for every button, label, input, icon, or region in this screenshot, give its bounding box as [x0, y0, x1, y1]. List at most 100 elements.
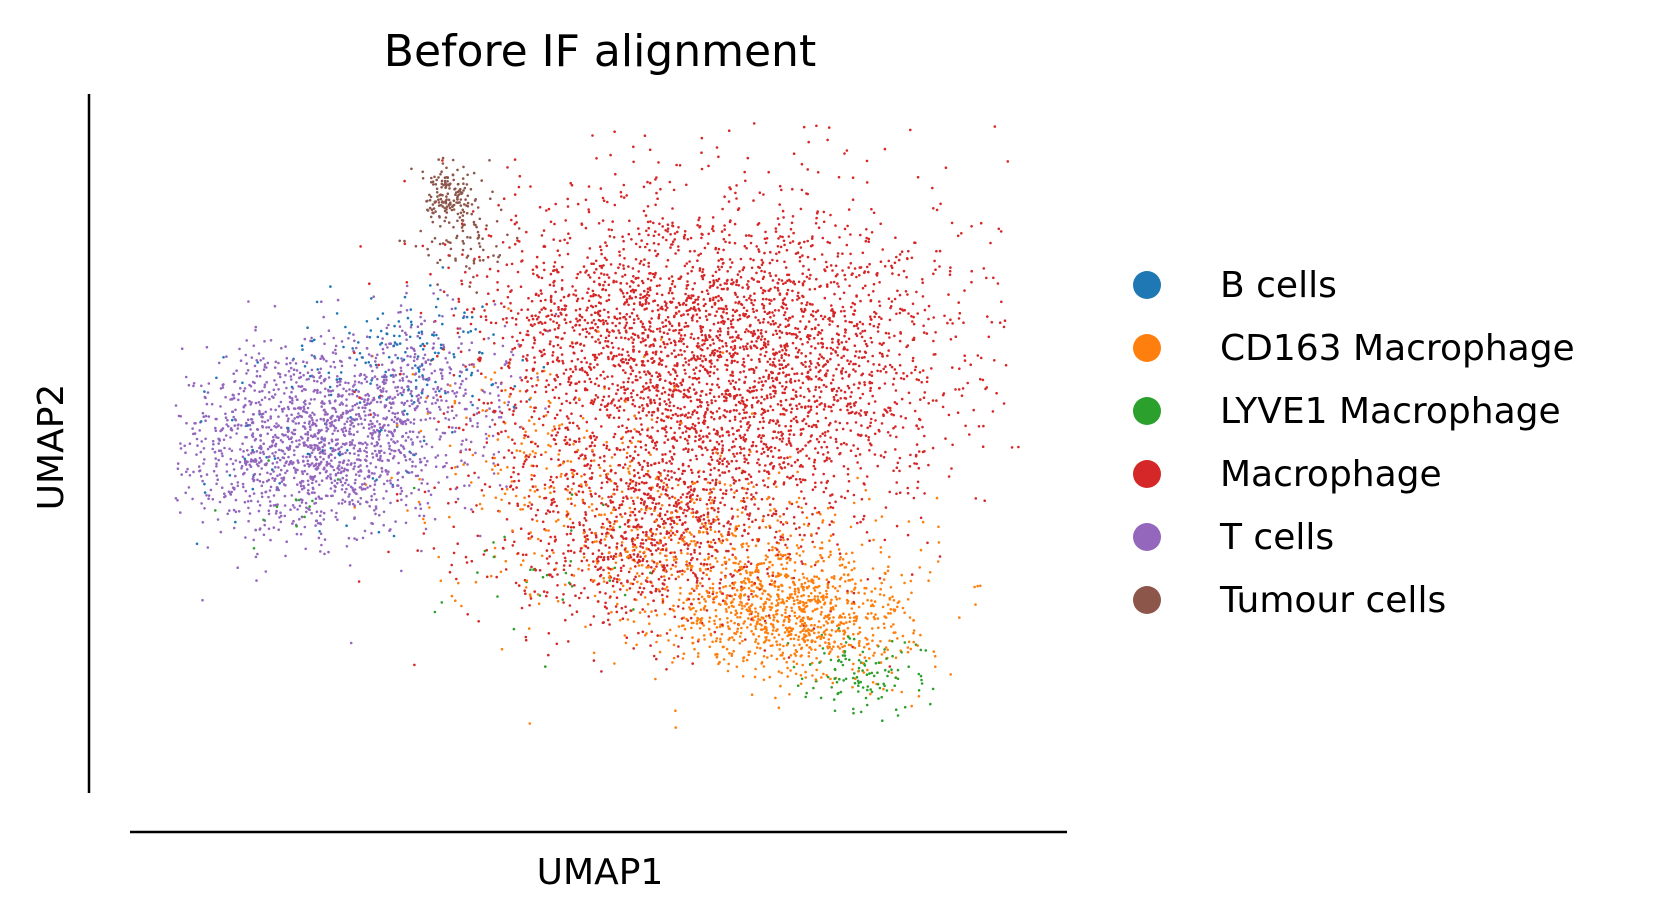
data-point — [625, 298, 629, 302]
data-point — [704, 521, 707, 525]
data-point — [456, 331, 460, 335]
data-point — [294, 395, 298, 398]
data-point — [511, 335, 514, 339]
data-point — [720, 320, 723, 324]
data-point — [962, 321, 965, 325]
data-point — [667, 639, 670, 642]
data-point — [444, 453, 448, 457]
data-point — [771, 455, 775, 459]
data-point — [572, 526, 576, 529]
data-point — [815, 668, 818, 672]
data-point — [773, 636, 776, 639]
data-point — [707, 232, 710, 236]
data-point — [876, 330, 880, 333]
data-point — [638, 262, 642, 265]
data-point — [707, 498, 711, 502]
data-point — [803, 327, 807, 331]
data-point — [839, 408, 842, 412]
data-point — [385, 332, 389, 336]
data-point — [693, 647, 696, 651]
data-point — [629, 514, 632, 517]
data-point — [732, 638, 736, 642]
data-point — [741, 534, 744, 538]
data-point — [345, 474, 348, 477]
data-point — [825, 456, 829, 460]
data-point — [566, 241, 569, 245]
data-point — [615, 307, 619, 311]
data-point — [869, 386, 872, 390]
data-point — [701, 343, 704, 347]
data-point — [409, 355, 412, 358]
data-point — [358, 474, 361, 478]
data-point — [535, 519, 539, 523]
data-point — [305, 506, 308, 510]
data-point — [669, 426, 673, 430]
data-point — [725, 368, 729, 372]
data-point — [645, 403, 649, 406]
data-point — [949, 266, 952, 269]
data-point — [723, 195, 726, 198]
data-point — [721, 539, 725, 542]
data-point — [593, 355, 597, 359]
data-point — [780, 584, 784, 587]
data-point — [963, 359, 967, 362]
data-point — [738, 434, 742, 438]
data-point — [737, 524, 740, 528]
data-point — [566, 489, 569, 492]
data-point — [311, 481, 314, 485]
data-point — [463, 461, 467, 465]
data-point — [545, 512, 548, 515]
data-point — [353, 380, 357, 383]
data-point — [697, 381, 701, 384]
data-point — [627, 485, 630, 488]
data-point — [537, 602, 541, 605]
data-point — [473, 199, 477, 202]
data-point — [797, 280, 801, 284]
data-point — [293, 506, 296, 509]
data-point — [389, 501, 392, 505]
data-point — [699, 541, 703, 545]
data-point — [761, 426, 765, 430]
data-point — [772, 482, 776, 486]
data-point — [685, 542, 688, 545]
data-point — [718, 353, 722, 357]
data-point — [958, 367, 961, 371]
data-point — [385, 326, 389, 330]
data-point — [541, 332, 545, 336]
data-point — [771, 563, 774, 567]
data-point — [778, 515, 782, 518]
data-point — [600, 497, 604, 500]
data-point — [904, 290, 908, 293]
data-point — [669, 522, 672, 526]
data-point — [674, 561, 678, 564]
data-point — [894, 448, 897, 451]
data-point — [834, 604, 838, 607]
data-point — [755, 271, 758, 275]
data-point — [618, 316, 622, 320]
data-point — [195, 542, 199, 546]
data-point — [419, 429, 423, 433]
data-point — [844, 641, 848, 644]
data-point — [636, 553, 640, 556]
data-point — [748, 512, 752, 515]
data-point — [747, 586, 751, 590]
data-point — [257, 352, 261, 355]
data-point — [785, 307, 789, 310]
data-point — [416, 357, 419, 361]
data-point — [896, 668, 900, 672]
data-point — [346, 417, 350, 420]
data-point — [881, 605, 885, 609]
data-point — [899, 377, 903, 380]
data-point — [871, 627, 874, 630]
data-point — [610, 495, 613, 499]
data-point — [408, 335, 412, 339]
data-point — [634, 258, 638, 261]
data-point — [636, 561, 639, 564]
data-point — [846, 408, 849, 412]
data-point — [938, 555, 942, 558]
data-point — [808, 389, 811, 393]
data-point — [315, 300, 319, 304]
data-point — [607, 294, 611, 297]
data-point — [552, 551, 555, 555]
data-point — [532, 272, 535, 276]
